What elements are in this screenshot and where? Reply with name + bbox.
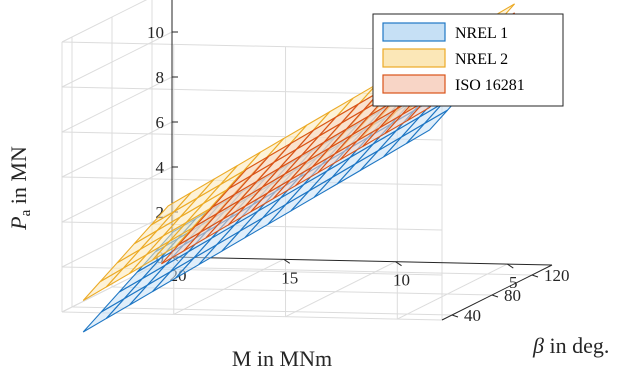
legend-swatch-iso-16281 — [382, 74, 446, 94]
pa-axis-label-subscript: a — [18, 209, 34, 216]
tick-label-m: 5 — [509, 273, 518, 292]
tick-label-m: 15 — [281, 268, 298, 287]
pa-axis-label-suffix: in MN — [6, 146, 31, 210]
surface-patch — [82, 298, 125, 333]
m-axis-label: M in MNm — [232, 346, 332, 371]
pa-axis-label: Pa in MN — [6, 146, 34, 231]
tick-mark-beta-120 — [531, 274, 539, 278]
legend: NREL 1 NREL 2 ISO 16281 — [372, 13, 564, 107]
tick-mark-beta-40 — [451, 314, 459, 318]
tick-label-pa: 8 — [156, 68, 165, 87]
legend-swatch-nrel-2 — [382, 48, 446, 68]
legend-label-nrel-2: NREL 2 — [455, 51, 508, 68]
grid-side-pa-8 — [61, 76, 173, 133]
grid-side-pa-4 — [61, 166, 173, 223]
grid-floor-m-10 — [285, 261, 396, 318]
m-axis-line — [171, 256, 553, 266]
grid-box-edge-1 — [61, 0, 148, 43]
grid-floor-m-5 — [397, 263, 508, 320]
tick-mark-m-10 — [395, 261, 402, 267]
grid-side-pa-6 — [61, 121, 173, 178]
tick-label-pa: 6 — [156, 113, 165, 132]
legend-label-nrel-1: NREL 1 — [455, 25, 508, 42]
tick-label-beta: 80 — [504, 286, 521, 305]
beta-axis-label: β in deg. — [532, 333, 609, 358]
tick-label-m: 10 — [393, 271, 410, 290]
tick-mark-m-5 — [507, 263, 514, 269]
grid-side-pa-2 — [61, 211, 173, 268]
beta-axis-label-suffix: in deg. — [544, 333, 609, 358]
grid-back-pa-0 — [61, 311, 443, 321]
legend-swatch-nrel-1 — [382, 22, 446, 42]
pa-axis-label-symbol: P — [6, 216, 31, 230]
grid-floor-m-15 — [173, 258, 284, 315]
tick-label-pa: 10 — [147, 23, 164, 42]
beta-axis-line — [441, 264, 553, 321]
legend-label-iso-16281: ISO 16281 — [455, 77, 525, 94]
beta-axis-label-symbol: β — [532, 333, 544, 358]
grid-floor-beta-120 — [151, 266, 533, 276]
tick-label-beta: 40 — [464, 306, 481, 325]
grid-side-pa-10 — [61, 31, 173, 88]
tick-label-pa: 4 — [156, 158, 165, 177]
grid-floor-beta-80 — [111, 286, 493, 296]
tick-label-beta: 120 — [544, 266, 570, 285]
tick-label-pa: 2 — [156, 203, 165, 222]
tick-mark-beta-80 — [491, 294, 499, 298]
tick-mark-m-15 — [283, 258, 291, 264]
grid-floor-beta-40 — [71, 306, 453, 316]
